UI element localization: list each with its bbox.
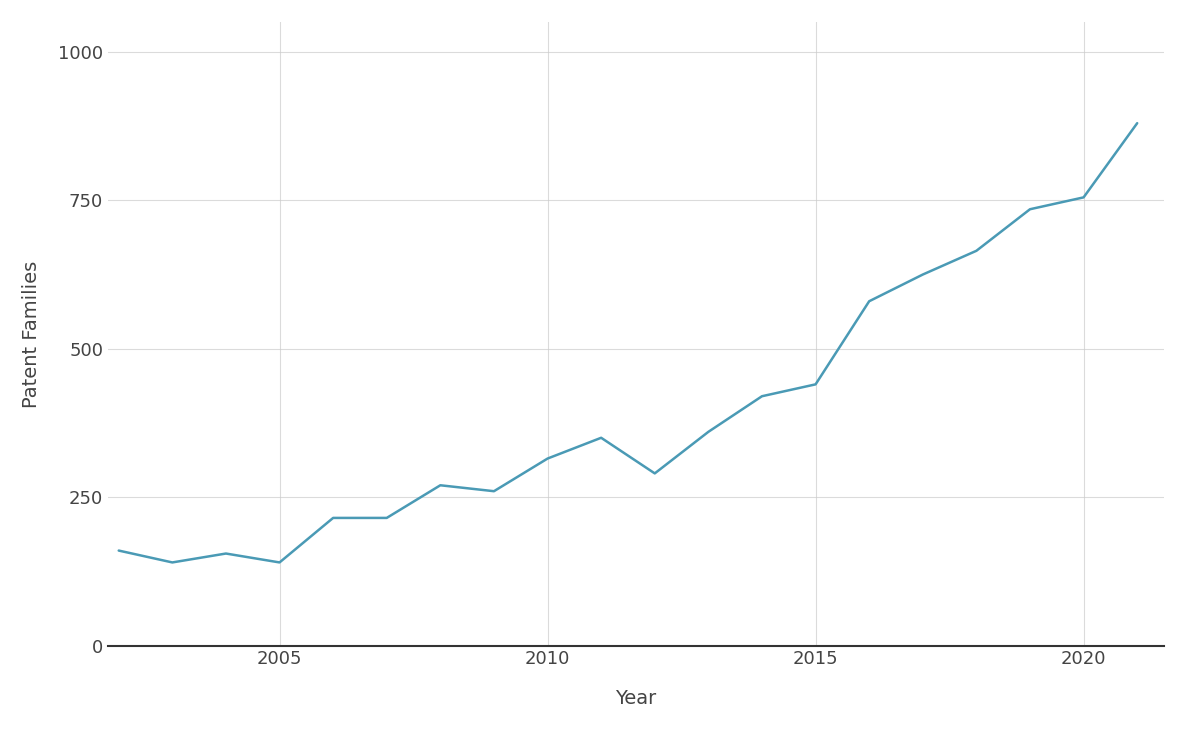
X-axis label: Year: Year: [616, 689, 656, 708]
Y-axis label: Patent Families: Patent Families: [23, 260, 41, 407]
